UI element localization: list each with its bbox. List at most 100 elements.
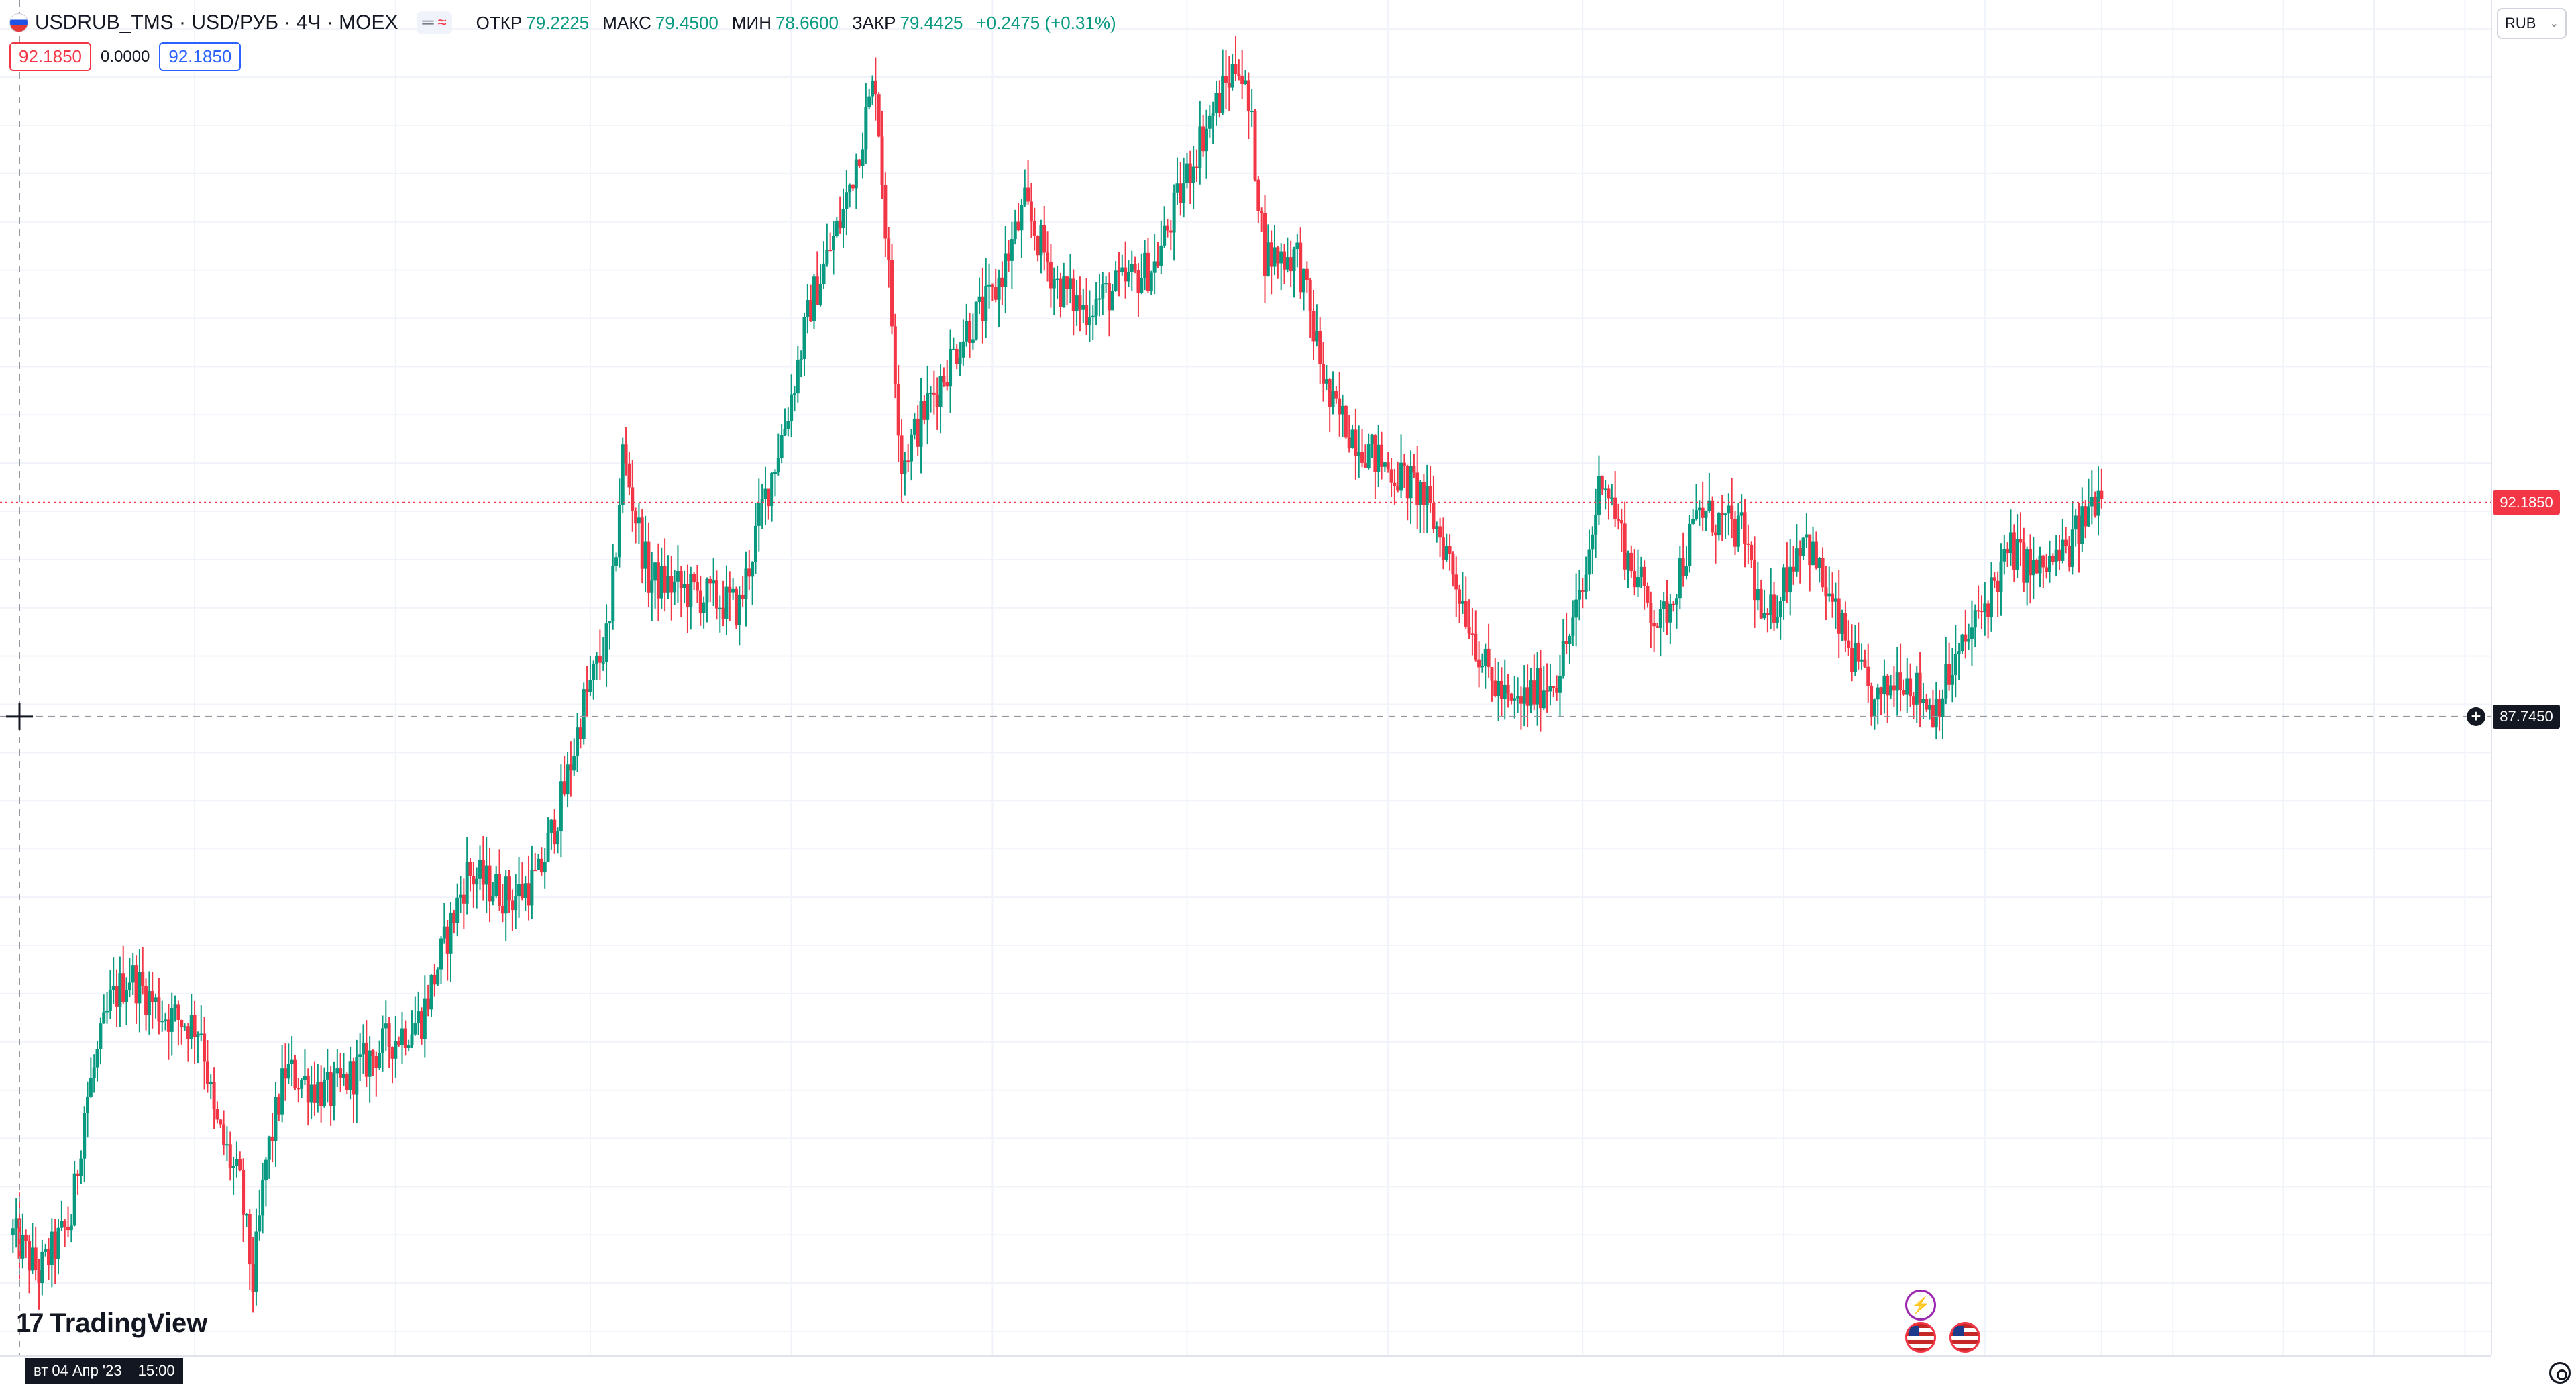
usd-rub-flag-icon: [9, 13, 28, 32]
candle-body: [1545, 690, 1549, 692]
candle-body: [1477, 659, 1481, 668]
candle-body: [1957, 651, 1961, 654]
candle-body: [929, 392, 933, 394]
candle-body: [679, 571, 683, 588]
candle-body: [1458, 589, 1462, 604]
candle-body: [105, 1010, 109, 1013]
candle-body: [601, 662, 605, 664]
candle-body: [1746, 543, 1750, 545]
candle-body: [209, 1082, 213, 1084]
candle-body: [997, 277, 1001, 300]
candle-body: [1240, 76, 1244, 85]
candle-body: [455, 897, 460, 923]
candle-body: [1227, 82, 1231, 88]
candle-body: [900, 435, 904, 474]
candle-body: [2070, 529, 2074, 567]
candle-body: [316, 1082, 320, 1103]
candle-body: [1616, 519, 1620, 521]
candle-body: [1097, 298, 1102, 300]
candle-body: [86, 1096, 90, 1113]
symbol-title[interactable]: USDRUB_TMS · USD/РУБ · 4Ч · MOEX: [35, 11, 398, 34]
candle-body: [1509, 693, 1513, 701]
candle-body: [611, 566, 615, 622]
currency-selector[interactable]: RUB ⌄: [2497, 8, 2567, 39]
candle-body: [1046, 252, 1050, 262]
candle-body: [176, 1004, 180, 1020]
candle-body: [1062, 276, 1066, 307]
candle-body: [770, 472, 774, 507]
us-flag-event-icon[interactable]: [1949, 1322, 1980, 1353]
add-alert-plus-icon[interactable]: +: [2467, 707, 2485, 726]
candle-body: [270, 1136, 274, 1141]
candle-body: [1788, 566, 1792, 593]
candle-body: [231, 1166, 235, 1168]
candle-body: [1308, 280, 1312, 311]
indicator-toggle-pill[interactable]: ═ ≈: [417, 11, 452, 34]
candle-body: [1635, 577, 1640, 588]
candle-body: [170, 1008, 174, 1032]
candle-body: [1175, 183, 1179, 193]
candle-body: [254, 1231, 258, 1292]
candle-body: [1049, 262, 1053, 289]
candle-body: [439, 938, 443, 970]
candle-body: [1772, 594, 1776, 623]
candle-body: [1065, 276, 1069, 289]
candle-body: [1208, 115, 1212, 129]
candle-body: [335, 1068, 339, 1074]
candle-body: [1263, 212, 1267, 276]
high-label: МАКС: [602, 12, 651, 33]
tradingview-logo[interactable]: 17 TradingView: [16, 1308, 207, 1339]
candle-body: [1085, 305, 1089, 325]
candle-body: [1633, 571, 1637, 588]
candle-body: [1107, 283, 1111, 311]
candle-body: [614, 557, 619, 566]
candle-body: [511, 900, 515, 911]
candle-body: [1389, 469, 1393, 483]
candle-body: [825, 250, 829, 264]
candle-body: [942, 376, 946, 382]
candle-body: [1460, 601, 1464, 604]
us-flag-event-icon[interactable]: [1905, 1322, 1936, 1353]
candle-body: [871, 80, 875, 97]
candle-body: [1684, 565, 1688, 576]
candle-body: [1863, 659, 1867, 667]
candle-body: [1519, 696, 1523, 704]
candle-body: [523, 883, 527, 898]
candle-body: [264, 1159, 268, 1181]
candle-body: [1850, 648, 1854, 672]
candle-body: [1405, 466, 1409, 499]
candle-body: [796, 360, 800, 394]
candle-body: [1081, 305, 1085, 310]
event-flash-icon[interactable]: ⚡: [1905, 1290, 1936, 1321]
candle-body: [1305, 268, 1309, 280]
candle-body: [488, 865, 492, 902]
candle-body: [910, 434, 914, 462]
candle-body: [1117, 270, 1121, 272]
crosshair-time-label: вт 04 Апр '23 15:00: [25, 1358, 183, 1384]
candle-body: [1490, 667, 1494, 681]
candle-body: [958, 357, 962, 364]
candle-body: [673, 581, 677, 593]
candle-body: [1697, 507, 1701, 511]
open-label: ОТКР: [476, 12, 523, 33]
chart-settings-gear-icon[interactable]: [2549, 1362, 2571, 1384]
candle-body: [215, 1109, 219, 1120]
candle-body: [698, 590, 702, 613]
candle-body: [1396, 486, 1400, 491]
candle-body: [2006, 549, 2010, 554]
candle-body: [83, 1113, 87, 1159]
candle-body: [364, 1043, 368, 1077]
sell-price-badge[interactable]: 92.1850: [9, 42, 91, 71]
candle-body: [452, 912, 456, 923]
time-axis-panel[interactable]: [0, 1355, 2491, 1397]
candle-body: [1909, 678, 1913, 697]
candle-body: [760, 499, 764, 503]
candle-body: [1130, 264, 1134, 272]
candle-body: [127, 982, 131, 990]
buy-price-badge[interactable]: 92.1850: [159, 42, 241, 71]
price-axis-panel[interactable]: [2491, 0, 2576, 1355]
candle-body: [484, 865, 488, 885]
candle-body: [1769, 594, 1773, 615]
candle-body: [121, 973, 125, 1002]
